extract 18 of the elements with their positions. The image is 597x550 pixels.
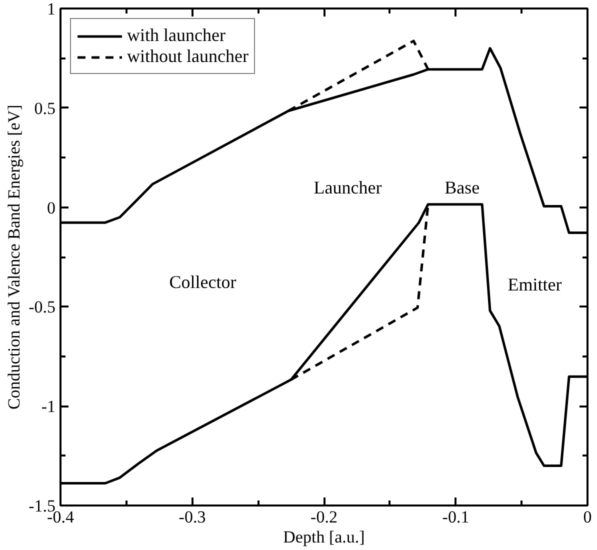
- y-tick-label: 1: [47, 0, 56, 18]
- y-tick-label: -1: [41, 397, 56, 416]
- y-axis-title: Conduction and Valence Band Energies [eV]: [4, 104, 24, 410]
- line-series: [60, 203, 588, 484]
- annotation: Base: [444, 177, 480, 198]
- x-axis-title: Depth [a.u.]: [283, 528, 365, 546]
- y-tick-label: -0.5: [28, 298, 56, 317]
- annotation: Emitter: [508, 274, 562, 294]
- annotation: Launcher: [314, 177, 382, 198]
- x-tick-label: -0.1: [442, 508, 470, 526]
- x-tick-label: 0: [583, 508, 592, 526]
- y-tick-label: 0: [47, 198, 56, 218]
- legend-label: with launcher: [127, 25, 226, 46]
- y-tick-label: 0.5: [34, 98, 56, 118]
- legend-label: without launcher: [127, 46, 248, 67]
- x-tick-label: -0.2: [310, 508, 338, 526]
- annotation: Collector: [169, 272, 236, 292]
- x-tick-label: -0.3: [178, 508, 206, 526]
